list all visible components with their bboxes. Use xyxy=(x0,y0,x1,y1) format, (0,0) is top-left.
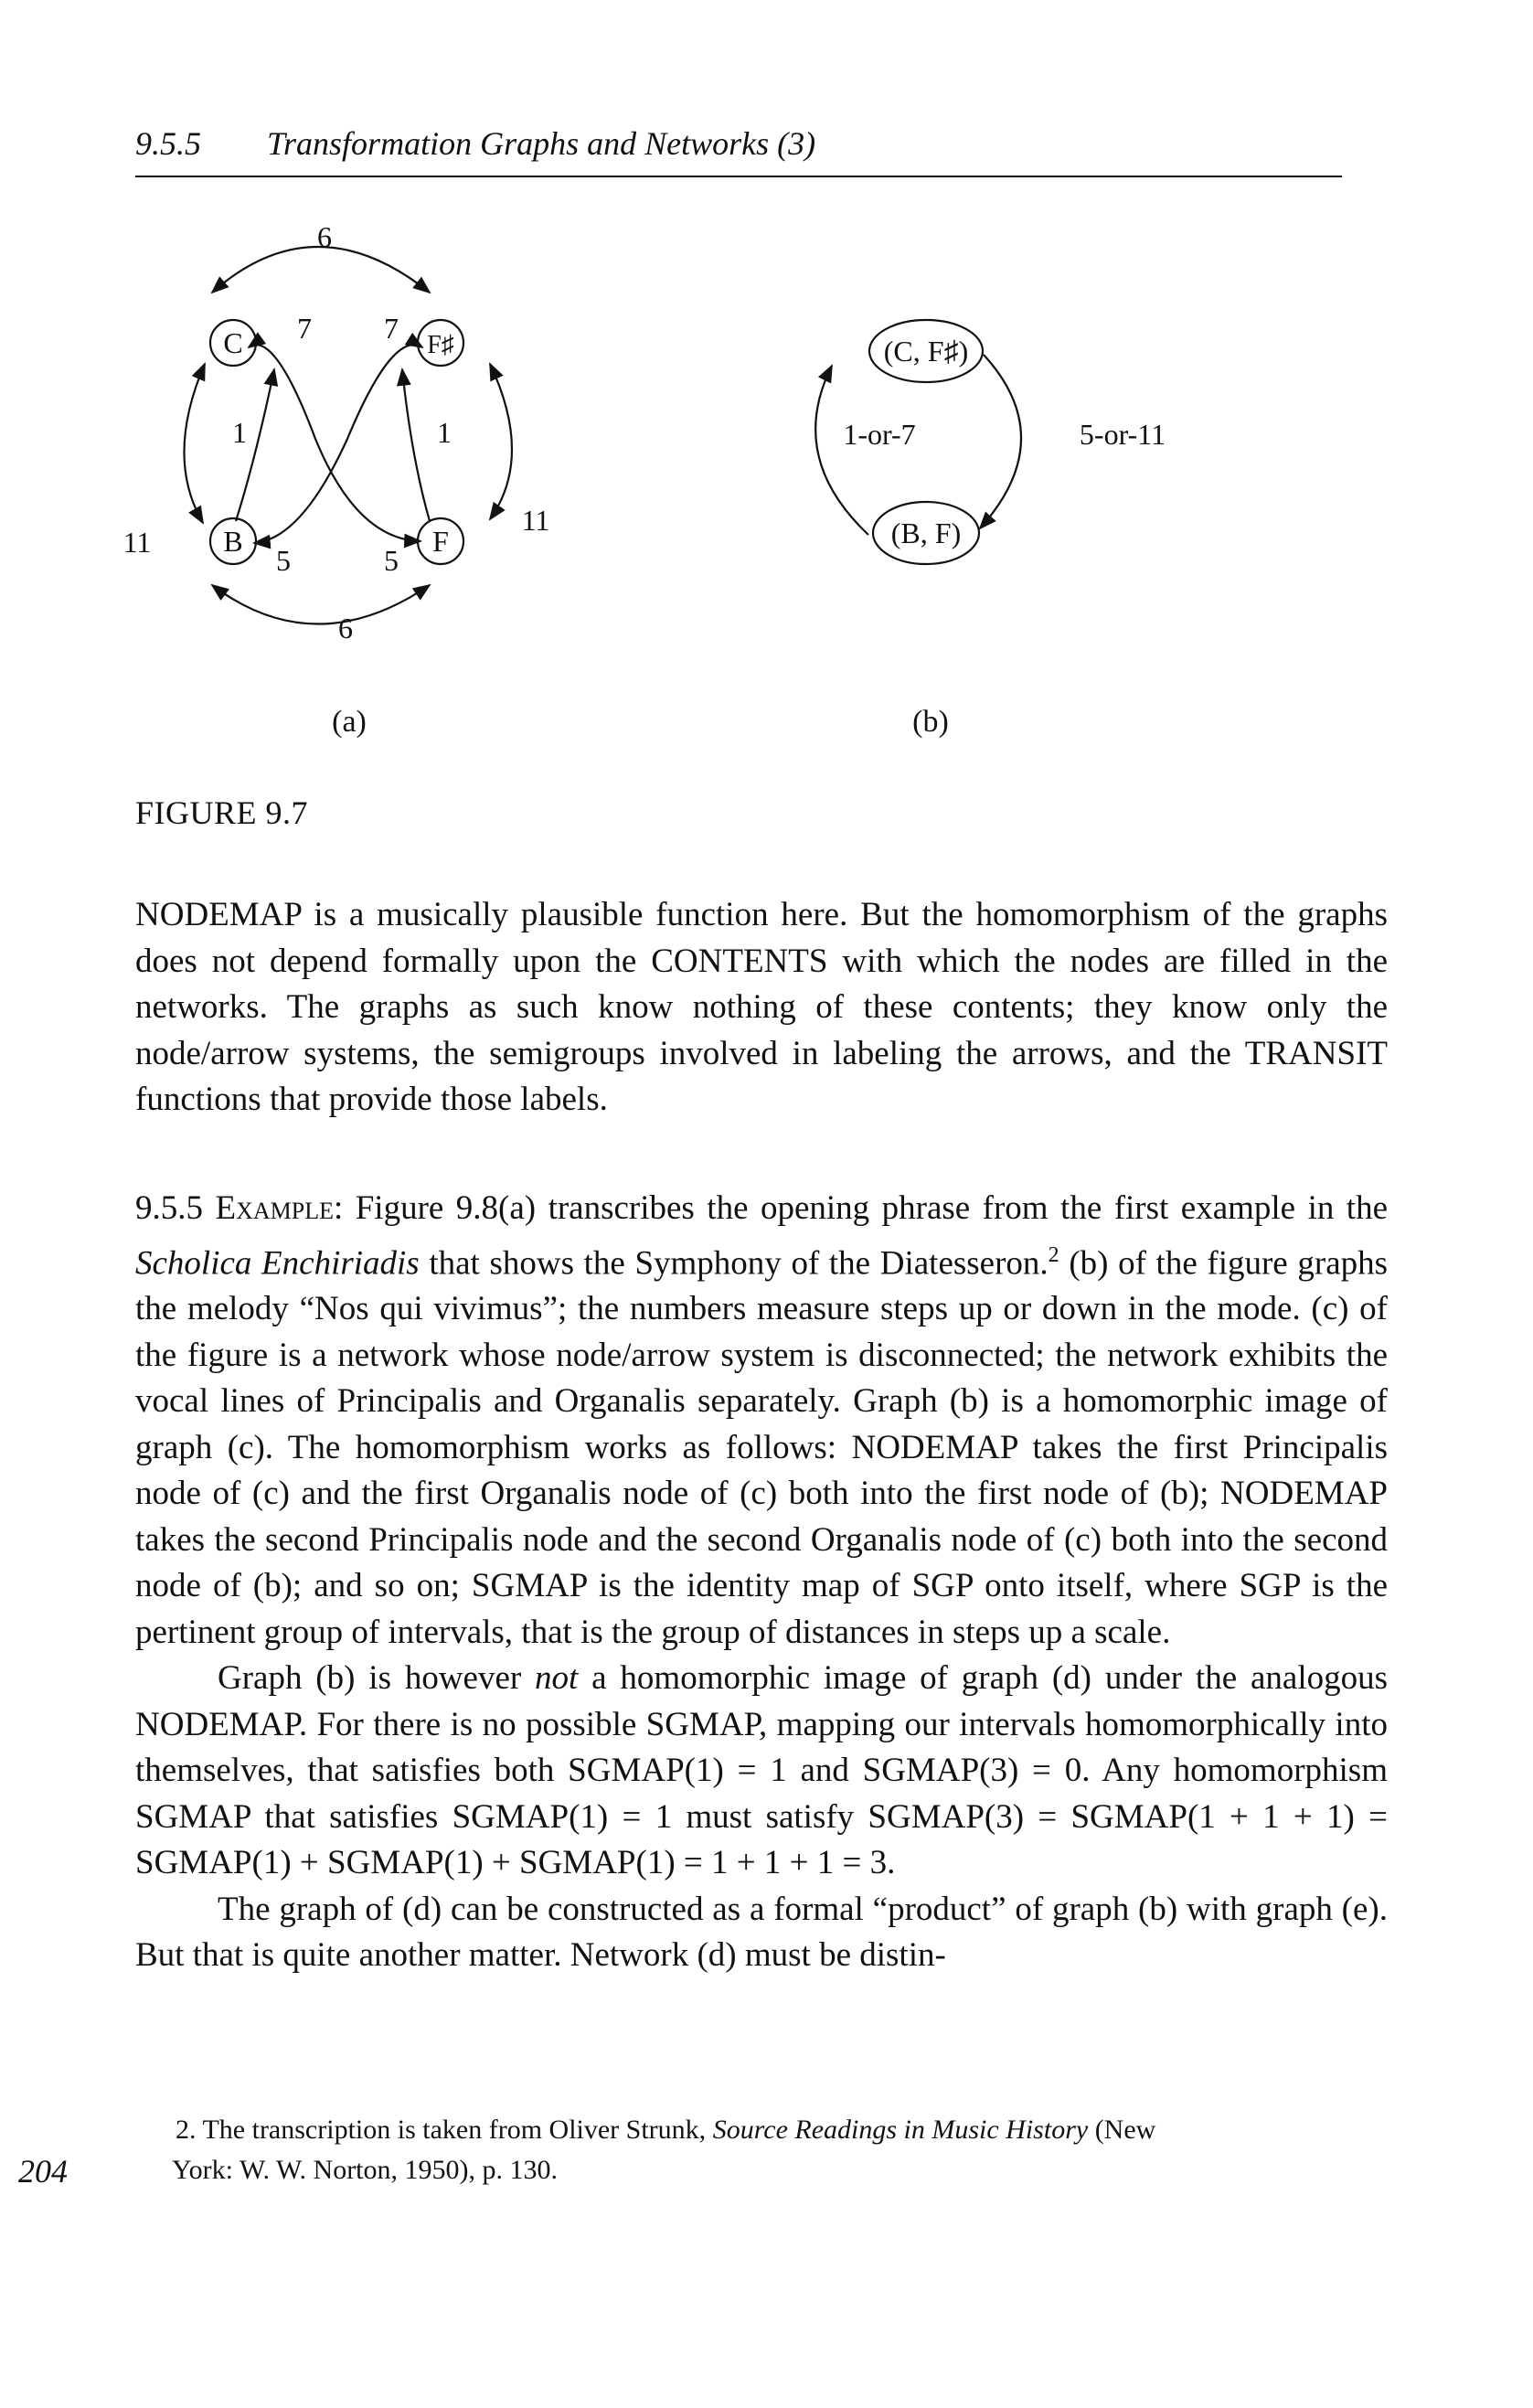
paragraph-2-text-3: (b) of the figure graphs the melody “Nos… xyxy=(135,1243,1389,1651)
graph-a-edge-right-label: 11 xyxy=(522,504,550,537)
footnote-reference[interactable]: 2 xyxy=(1048,1242,1059,1267)
graph-b-node-top xyxy=(868,318,985,384)
graph-b-edge-right xyxy=(978,354,1023,530)
paragraph-2-text-2: that shows the Symphony of the Diatesser… xyxy=(429,1243,1049,1282)
graph-a-edge-b-to-c xyxy=(234,368,279,522)
paragraph-3-text-1: Graph (b) is however xyxy=(218,1659,522,1698)
paragraph-example: 9.5.5 Example: Figure 9.8(a) transcribes… xyxy=(135,1186,1388,1979)
paragraph-2: 9.5.5 Example: Figure 9.8(a) transcribes… xyxy=(135,1186,1388,1656)
paragraph-1: NODEMAP is a musically plausible functio… xyxy=(135,892,1388,1124)
footnote-number: 2. xyxy=(176,2115,197,2145)
graph-a xyxy=(183,246,514,625)
graph-a-edge-left xyxy=(183,362,207,525)
footnote-text-3: York: W. W. Norton, 1950), p. 130. xyxy=(172,2155,559,2185)
graph-b-node-top-label: (C, F♯) xyxy=(884,335,968,368)
paragraph-3-text-2: a homomorphic image of graph (d) under t… xyxy=(135,1659,1388,1882)
graph-a-node-fsharp-label: F♯ xyxy=(427,331,454,359)
graph-a-node-c-label: C xyxy=(223,326,242,359)
graph-b-node-bottom xyxy=(871,500,981,566)
paragraph-3-emphasis: not xyxy=(535,1659,579,1698)
graph-a-node-f-label: F xyxy=(432,525,449,558)
graph-a-edge-left-label: 11 xyxy=(123,526,152,559)
graph-a-node-f xyxy=(416,517,465,566)
graph-a-edge-f-to-fsharp-label: 1 xyxy=(437,416,452,449)
graph-a-edge-f-to-fsharp xyxy=(396,368,431,522)
graph-a-edge-fsharp-to-b-label: 7 xyxy=(384,312,399,345)
paragraph-4: The graph of (d) can be constructed as a… xyxy=(135,1890,1388,1975)
graph-a-node-b xyxy=(208,517,258,566)
example-number: 9.5.5 xyxy=(135,1189,203,1227)
page-number: 204 xyxy=(18,2153,68,2190)
footnote-text-1: The transcription is taken from Oliver S… xyxy=(202,2115,707,2145)
graph-b xyxy=(814,318,1023,566)
graph-a-edge-top xyxy=(210,246,431,294)
graph-a-edge-fsharp-to-b-lower-label: 5 xyxy=(384,544,399,577)
graph-a-edge-bottom xyxy=(210,583,431,625)
header-section-number: 9.5.5 xyxy=(135,125,201,162)
running-header: 9.5.5 Transformation Graphs and Networks… xyxy=(135,124,1342,179)
graph-a-node-b-label: B xyxy=(223,525,242,558)
graph-a-edge-top-label: 6 xyxy=(317,220,332,253)
graph-b-edge-right-label: 5-or-11 xyxy=(1080,418,1166,451)
graph-b-node-bottom-label: (B, F) xyxy=(891,517,961,549)
graph-a-node-fsharp xyxy=(416,318,465,368)
graph-a-edge-b-to-c-label: 1 xyxy=(232,416,247,449)
paragraph-3: Graph (b) is however not a homomorphic i… xyxy=(135,1656,1388,1887)
figure-caption: FIGURE 9.7 xyxy=(135,794,309,831)
graph-a-node-c xyxy=(208,318,258,368)
footnote-book-title: Source Readings in Music History xyxy=(712,2115,1089,2145)
treatise-title: Scholica Enchiriadis xyxy=(135,1243,420,1282)
paragraph-1-text: NODEMAP is a musically plausible functio… xyxy=(135,896,1388,1118)
graph-a-edge-right xyxy=(488,362,514,521)
graph-a-edge-fsharp-to-b xyxy=(252,332,424,549)
graph-b-edge-left-label: 1-or-7 xyxy=(843,418,915,451)
graph-a-caption: (a) xyxy=(332,705,367,739)
graph-a-edge-c-to-f-label: 7 xyxy=(297,312,312,345)
footnote: 2. The transcription is taken from Olive… xyxy=(172,2110,1382,2190)
graph-a-edge-bottom-label: 6 xyxy=(338,612,353,645)
graph-b-caption: (b) xyxy=(912,705,949,739)
graph-b-edge-left xyxy=(814,364,869,536)
example-label: Example: xyxy=(215,1189,344,1227)
graph-a-edge-c-to-f xyxy=(247,332,422,549)
graph-a-edge-c-to-f-lower-label: 5 xyxy=(276,544,291,577)
footnote-text-2: (New xyxy=(1094,2115,1156,2145)
header-rule xyxy=(135,176,1342,177)
figure-9-7: C F♯ B F 6 6 11 11 7 7 1 1 5 5 (a) (C, F… xyxy=(123,220,1166,739)
header-running-title: Transformation Graphs and Networks (3) xyxy=(267,125,816,162)
paragraph-2-text-1: Figure 9.8(a) transcribes the opening ph… xyxy=(355,1189,1389,1227)
